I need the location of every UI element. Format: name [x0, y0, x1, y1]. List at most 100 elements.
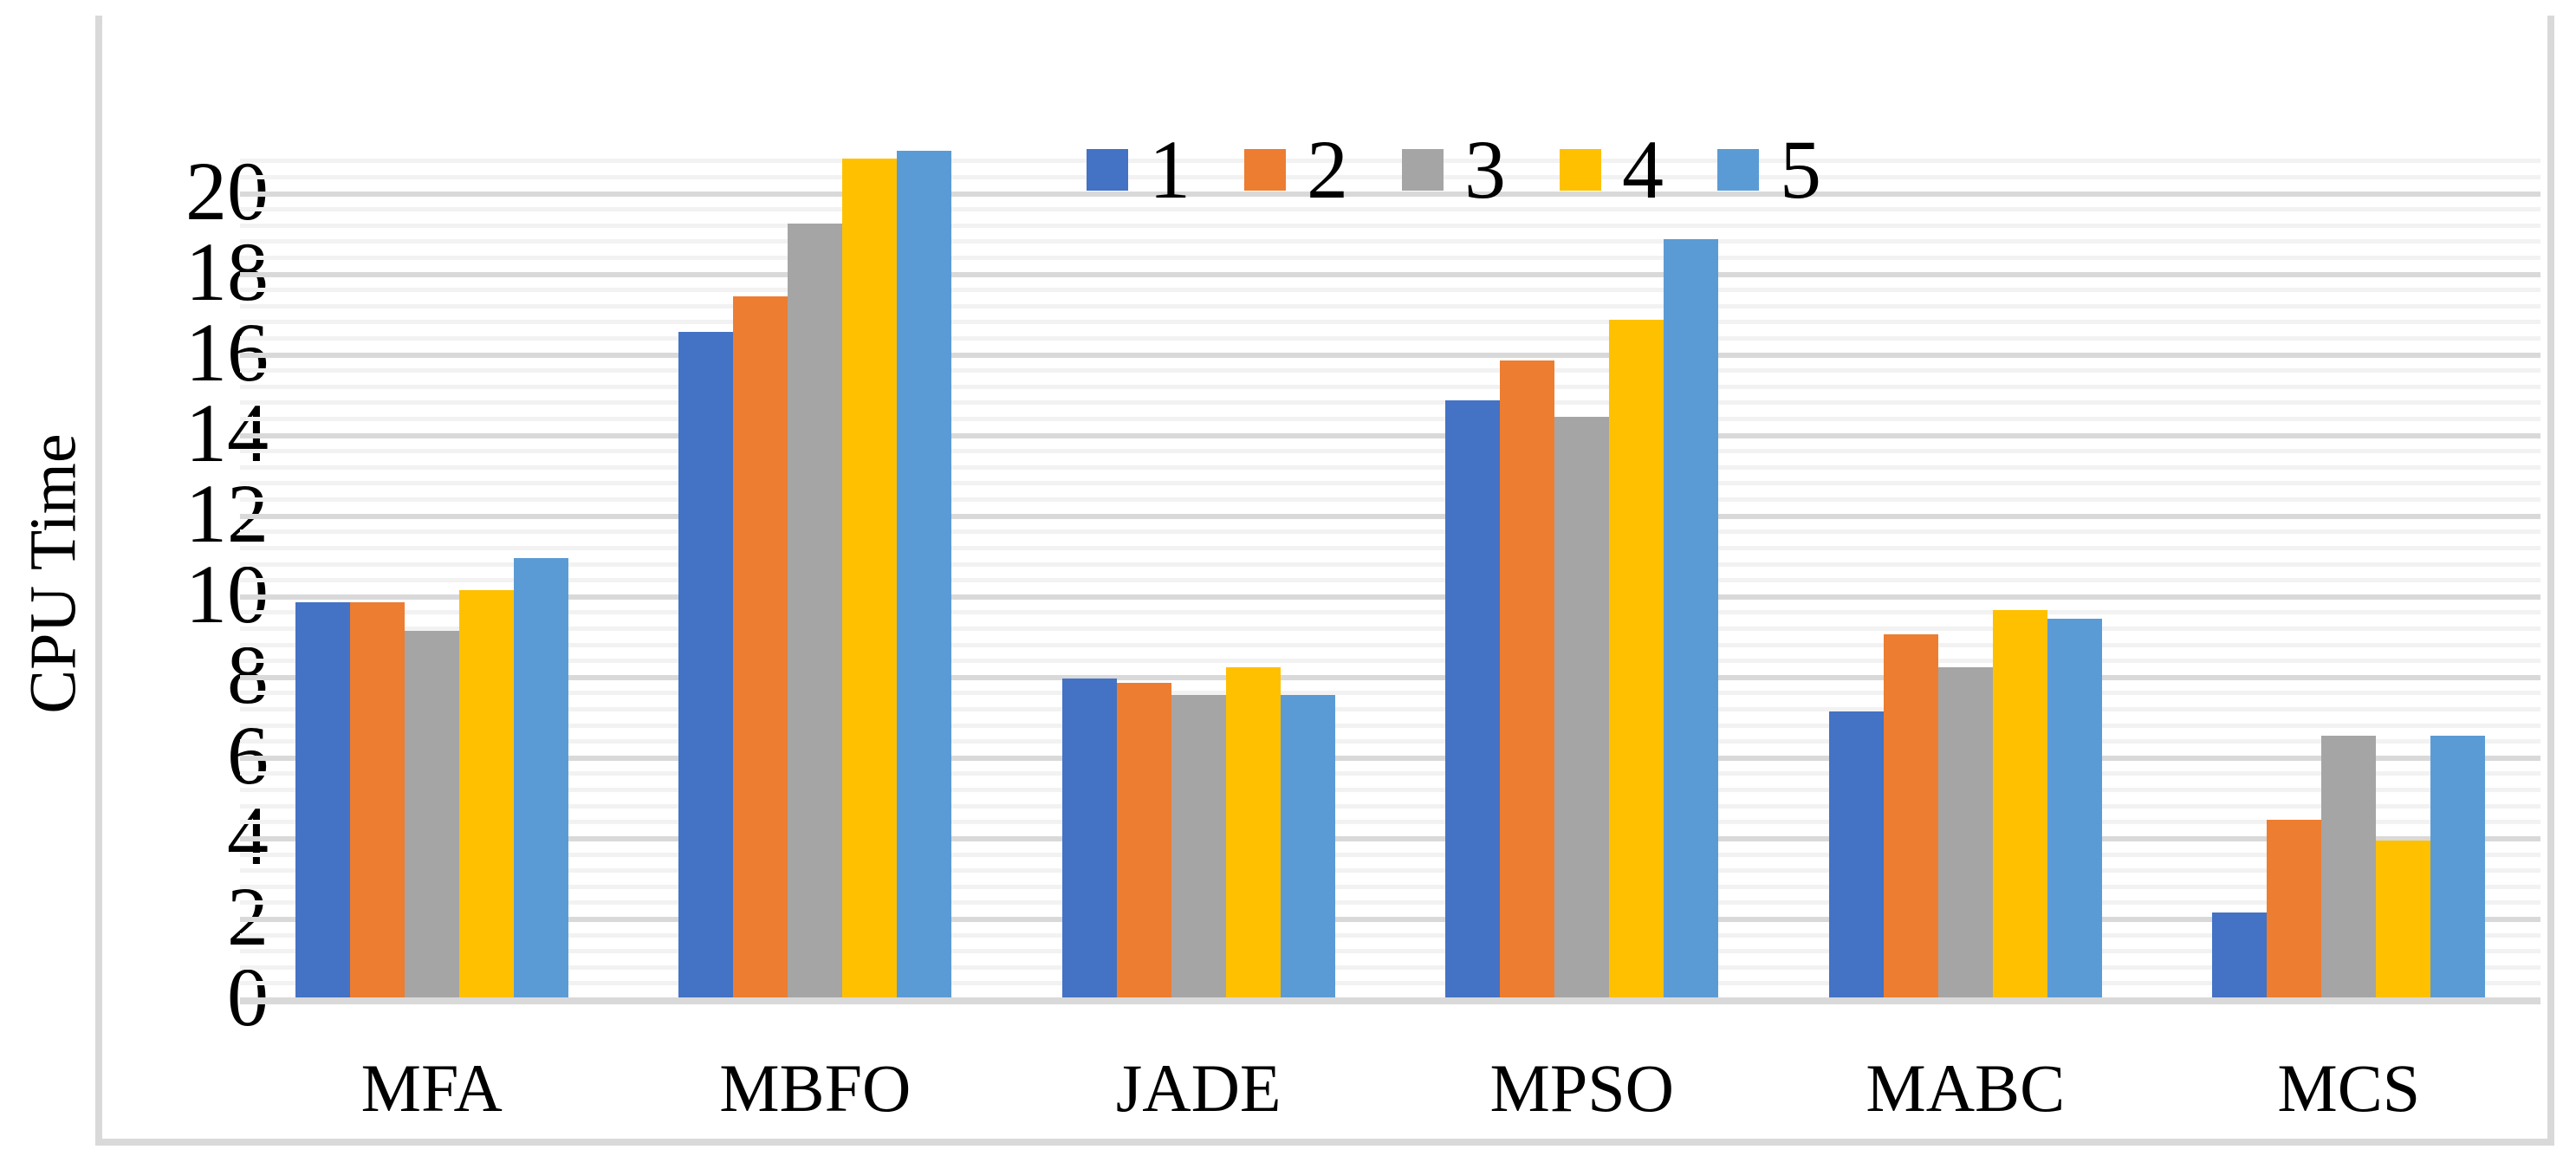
gridline-minor — [240, 578, 2540, 583]
legend-label: 3 — [1464, 123, 1506, 216]
bar-mabc-series-1 — [1828, 711, 1884, 997]
gridline-major — [240, 432, 2540, 438]
gridline-minor — [240, 884, 2540, 889]
legend-item-4: 4 — [1560, 128, 1664, 211]
x-axis-category-labels: MFA MBFO JADE MPSO MABC MCS — [240, 1036, 2540, 1140]
legend-item-3: 3 — [1402, 128, 1506, 211]
gridline-minor — [240, 497, 2540, 503]
gridline-minor — [240, 739, 2540, 744]
bar-mpso-series-3 — [1554, 417, 1610, 997]
gridline-minor — [240, 820, 2540, 825]
bar-jade-series-4 — [1225, 666, 1281, 997]
gridline-minor — [240, 400, 2540, 406]
legend-item-1: 1 — [1087, 128, 1191, 211]
legend-label: 4 — [1622, 123, 1664, 216]
x-axis-baseline — [240, 997, 2540, 1004]
gridline-minor — [240, 464, 2540, 470]
gridline-major — [240, 594, 2540, 600]
gridline-minor — [240, 659, 2540, 664]
bar-mbfo-series-5 — [897, 151, 952, 997]
y-axis-title: CPU Time — [16, 433, 90, 714]
gridline-minor — [240, 562, 2540, 567]
gridline-minor — [240, 626, 2540, 631]
category-group-mcs — [2157, 151, 2541, 997]
category-label-mbfo: MBFO — [719, 1050, 912, 1126]
figure-border-right — [2547, 16, 2554, 1146]
gridline-major — [240, 674, 2540, 680]
gridline-minor — [240, 384, 2540, 389]
category-group-mfa — [240, 151, 624, 997]
gridline-minor — [240, 723, 2540, 728]
gridline-minor — [240, 642, 2540, 647]
gridline-minor — [240, 932, 2540, 938]
gridline-minor — [240, 949, 2540, 954]
legend-swatch-icon — [1087, 149, 1128, 191]
gridline-minor — [240, 852, 2540, 857]
legend-swatch-icon — [1402, 149, 1444, 191]
gridline-minor — [240, 207, 2540, 212]
gridline-minor — [240, 481, 2540, 486]
gridline-major — [240, 191, 2540, 197]
bar-mbfo-series-1 — [678, 332, 734, 997]
gridline-minor — [240, 336, 2540, 341]
gridline-minor — [240, 303, 2540, 308]
bar-mbfo-series-4 — [842, 159, 898, 997]
gridline-major — [240, 513, 2540, 519]
gridline-minor — [240, 981, 2540, 986]
gridline-minor — [240, 449, 2540, 454]
bar-mfa-series-5 — [513, 557, 568, 997]
gridline-minor — [240, 900, 2540, 906]
gridline-minor — [240, 771, 2540, 776]
bar-jade-series-3 — [1171, 695, 1226, 997]
category-label-jade: JADE — [1115, 1050, 1282, 1126]
bar-mcs-series-4 — [2376, 840, 2431, 997]
gridline-major — [240, 271, 2540, 277]
bar-jade-series-2 — [1116, 683, 1171, 997]
category-label-mabc: MABC — [1865, 1050, 2066, 1126]
bar-mbfo-series-2 — [733, 295, 788, 997]
legend-swatch-icon — [1244, 149, 1286, 191]
bar-mabc-series-4 — [1992, 610, 2047, 997]
bar-jade-series-5 — [1280, 695, 1335, 997]
bar-mpso-series-2 — [1500, 360, 1555, 997]
legend-item-5: 5 — [1717, 128, 1821, 211]
gridline-major — [240, 835, 2540, 841]
plot-area — [240, 151, 2540, 1004]
gridline-minor — [240, 223, 2540, 228]
gridline-minor — [240, 368, 2540, 373]
gridline-minor — [240, 239, 2540, 244]
bar-mcs-series-3 — [2321, 735, 2377, 997]
gridline-major — [240, 916, 2540, 922]
gridline-minor — [240, 288, 2540, 293]
gridline-minor — [240, 255, 2540, 260]
bar-mpso-series-4 — [1609, 320, 1664, 997]
gridline-minor — [240, 964, 2540, 970]
figure-border-bottom — [95, 1139, 2554, 1146]
category-group-mbfo — [624, 151, 1008, 997]
gridline-minor — [240, 691, 2540, 696]
gridline-minor — [240, 868, 2540, 874]
bar-mpso-series-1 — [1445, 400, 1501, 997]
category-group-jade — [1007, 151, 1391, 997]
figure-border-left — [95, 16, 102, 1146]
gridline-minor — [240, 159, 2540, 164]
gridline-minor — [240, 803, 2540, 809]
gridline-minor — [240, 320, 2540, 325]
bar-mcs-series-5 — [2430, 735, 2486, 997]
gridline-major — [240, 352, 2540, 358]
category-group-mpso — [1391, 151, 1775, 997]
legend-swatch-icon — [1560, 149, 1601, 191]
gridline-minor — [240, 529, 2540, 535]
category-group-mabc — [1774, 151, 2157, 997]
gridline-minor — [240, 417, 2540, 422]
gridline-minor — [240, 174, 2540, 179]
gridline-major — [240, 755, 2540, 761]
bar-mcs-series-2 — [2267, 820, 2322, 997]
bar-mfa-series-1 — [295, 602, 350, 997]
category-label-mfa: MFA — [360, 1050, 503, 1126]
bar-mpso-series-5 — [1664, 239, 1719, 997]
bars-layer — [240, 151, 2540, 997]
bar-mabc-series-2 — [1883, 634, 1938, 997]
